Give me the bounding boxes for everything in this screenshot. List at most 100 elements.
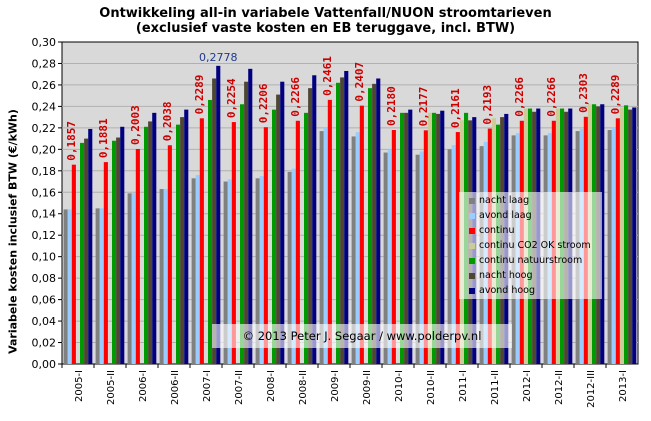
- bar-continu: [327, 99, 332, 365]
- bar-nacht-hoog: [404, 112, 409, 364]
- bar-avond-hoog: [152, 112, 157, 364]
- data-label-continu: 0,2254: [225, 78, 238, 118]
- bar-nacht-laag: [255, 178, 260, 364]
- y-tick-label: 0,28: [32, 57, 57, 70]
- bar-continu: [199, 118, 204, 365]
- bar-continu: [295, 120, 300, 364]
- bar-avond-laag: [419, 151, 424, 364]
- bar-avond-hoog: [376, 78, 381, 364]
- data-label-continu: 0,2180: [385, 86, 398, 126]
- legend-swatch: [469, 242, 475, 249]
- y-tick-label: 0,02: [32, 337, 57, 350]
- bar-continu-co2-ok-stroom: [619, 107, 625, 365]
- data-label-continu: 0,1857: [65, 121, 78, 161]
- bar-nacht-hoog: [372, 83, 377, 365]
- bar-continu-natuurstroom: [208, 99, 213, 365]
- bar-continu-natuurstroom: [240, 104, 245, 365]
- data-label-continu: 0,2461: [321, 56, 334, 96]
- bar-continu: [391, 130, 396, 364]
- bar-continu-co2-ok-stroom: [427, 112, 433, 364]
- legend-item: avond laag: [459, 208, 602, 223]
- legend-swatch: [469, 272, 475, 279]
- bar-nacht-hoog: [436, 113, 441, 364]
- y-tick-label: 0,00: [32, 358, 57, 371]
- bar-continu: [231, 122, 236, 364]
- bar-continu-natuurstroom: [176, 124, 181, 364]
- y-tick-label: 0,26: [32, 79, 57, 92]
- bar-continu-natuurstroom: [368, 88, 373, 365]
- bar-nacht-hoog: [628, 109, 633, 365]
- x-tick-label: 2008-II: [298, 370, 309, 405]
- bar-avond-laag: [387, 149, 392, 364]
- bar-avond-hoog: [248, 68, 253, 364]
- x-tick-label: 2007-I: [202, 370, 213, 402]
- legend-label: avond hoog: [479, 285, 536, 296]
- y-tick-label: 0,04: [32, 315, 57, 328]
- bar-avond-laag: [451, 145, 456, 364]
- legend-swatch: [469, 212, 475, 219]
- chart-title: Ontwikkeling all-in variabele Vattenfall…: [99, 6, 552, 21]
- bar-nacht-laag: [447, 149, 452, 364]
- y-tick-label: 0,10: [32, 251, 57, 264]
- bar-avond-hoog: [344, 70, 349, 364]
- bar-continu: [423, 130, 428, 364]
- bar-avond-laag: [67, 209, 72, 364]
- legend-label: nacht hoog: [479, 270, 533, 281]
- watermark: © 2013 Peter J. Segaar / www.polderpv.nl: [212, 324, 512, 348]
- legend-item: nacht laag: [459, 193, 602, 208]
- x-tick-label: 2006-II: [170, 370, 181, 405]
- bar-nacht-laag: [319, 131, 324, 364]
- y-tick-label: 0,20: [32, 143, 57, 156]
- bar-continu: [359, 105, 364, 364]
- x-tick-label: 2005-I: [74, 370, 85, 402]
- data-label-continu: 0,2266: [513, 77, 526, 117]
- x-tick-label: 2008-I: [266, 370, 277, 402]
- legend-label: continu: [479, 225, 515, 236]
- x-tick-label: 2009-I: [330, 370, 341, 402]
- bar-avond-hoog: [280, 81, 285, 365]
- bar-avond-laag: [355, 132, 360, 364]
- y-tick-label: 0,16: [32, 186, 57, 199]
- y-tick-label: 0,14: [32, 208, 57, 221]
- bar-avond-laag: [99, 208, 104, 364]
- data-label-continu: 0,2303: [577, 73, 590, 113]
- data-label-continu: 0,2289: [193, 75, 206, 115]
- bar-avond-laag: [259, 176, 264, 364]
- x-tick-label: 2011-I: [458, 370, 469, 402]
- legend-item: continu: [459, 223, 602, 238]
- data-label-continu: 0,1881: [97, 118, 110, 158]
- bar-continu-natuurstroom: [304, 112, 309, 364]
- bar-continu-natuurstroom: [112, 140, 117, 364]
- bar-continu-natuurstroom: [336, 82, 341, 364]
- bar-nacht-laag: [607, 130, 612, 364]
- bar-continu: [615, 118, 620, 365]
- bar-continu: [71, 164, 76, 364]
- data-label-continu: 0,2161: [449, 88, 462, 128]
- legend-swatch: [469, 227, 475, 234]
- data-label-continu: 0,2266: [289, 77, 302, 117]
- bar-nacht-laag: [415, 154, 420, 364]
- bar-continu: [455, 132, 460, 364]
- x-tick-label: 2010-II: [426, 370, 437, 405]
- bar-continu-natuurstroom: [432, 112, 437, 364]
- data-label-continu: 0,2193: [481, 85, 494, 125]
- bar-continu-natuurstroom: [624, 105, 629, 365]
- bar-nacht-hoog: [340, 77, 345, 365]
- bar-avond-hoog: [600, 104, 605, 365]
- bar-nacht-laag: [191, 178, 196, 364]
- y-tick-label: 0,08: [32, 272, 57, 285]
- legend-item: continu natuurstroom: [459, 253, 602, 268]
- bar-nacht-hoog: [180, 117, 185, 364]
- data-label-continu: 0,2003: [129, 105, 142, 145]
- legend-swatch: [469, 287, 475, 294]
- data-label-continu: 0,2407: [353, 62, 366, 102]
- bar-nacht-hoog: [84, 138, 89, 364]
- bar-avond-hoog: [216, 65, 221, 364]
- bar-nacht-hoog: [308, 88, 313, 365]
- bar-continu-natuurstroom: [400, 112, 405, 364]
- chart-subtitle: (exclusief vaste kosten en EB teruggave,…: [135, 21, 516, 36]
- bar-avond-hoog: [312, 75, 317, 365]
- x-tick-label: 2013-I: [618, 370, 629, 402]
- legend: nacht laag avond laag continu continu CO2 O…: [459, 192, 602, 299]
- bar-nacht-laag: [127, 193, 132, 364]
